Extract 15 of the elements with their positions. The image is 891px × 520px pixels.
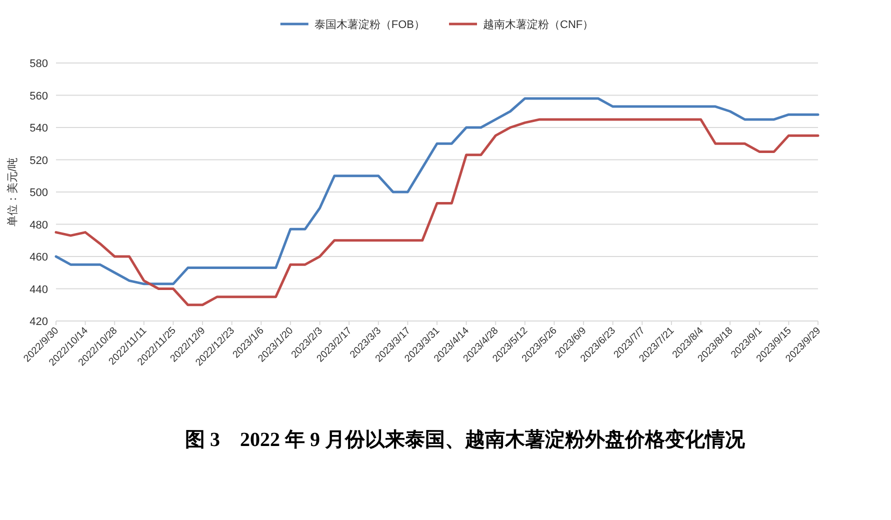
y-tick-label: 420 [30,316,48,328]
legend-label: 越南木薯淀粉（CNF） [483,18,594,31]
y-tick-label: 480 [30,219,48,232]
y-tick-label: 560 [30,90,48,102]
line-series [54,118,820,306]
legend-label: 泰国木薯淀粉（FOB） [314,18,426,31]
y-tick-label: 440 [30,284,48,296]
y-tick-label: 460 [30,252,48,264]
y-tick-label: 540 [30,122,48,134]
y-axis-title: 单位：美元/吨 [6,157,19,227]
y-tick-label: 500 [30,187,48,199]
text: 图 3 2022 年 9 月份以来泰国、越南木薯淀粉外盘价格变化情况 [185,428,746,451]
y-tick-label: 580 [30,58,48,70]
line-series [54,97,820,286]
y-tick-label: 520 [30,154,48,167]
